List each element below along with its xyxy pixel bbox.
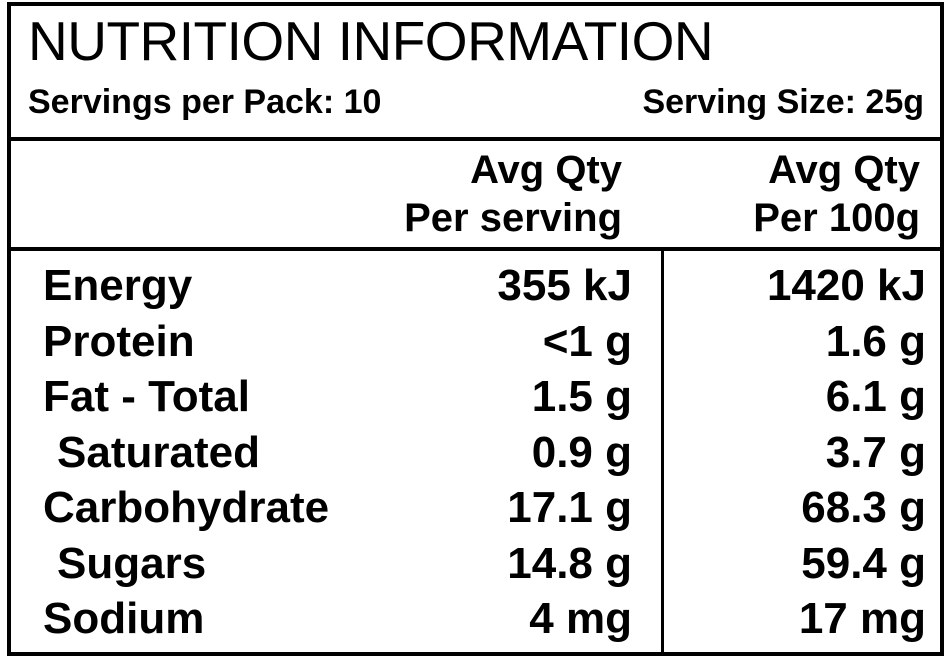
value-per-100g: 59.4 g [801,538,926,588]
divider-top [11,137,940,141]
header-per-serving-line2: Per serving [404,196,622,240]
table-row-carbohydrate: Carbohydrate 17.1 g 68.3 g [11,480,940,536]
column-divider [661,247,664,652]
nutrient-rows: Energy 355 kJ 1420 kJ Protein <1 g 1.6 g… [11,258,940,647]
header-per-serving: Avg Qty Per serving [404,146,622,242]
nutrient-name: Sodium [43,594,205,643]
header-per-100g: Avg Qty Per 100g [753,146,920,242]
nutrient-name: Protein [43,316,195,366]
table-row-sodium: Sodium 4 mg 17 mg [11,591,940,647]
value-per-100g: 3.7 g [825,427,926,477]
value-per-serving: 0.9 g [531,427,632,477]
value-per-100g: 6.1 g [825,372,926,421]
nutrient-name: Saturated [57,427,260,477]
value-per-100g: 68.3 g [801,483,926,532]
nutrient-name: Carbohydrate [43,483,330,532]
value-per-serving: 355 kJ [497,261,632,310]
value-per-serving: <1 g [542,316,632,366]
value-per-100g: 17 mg [798,594,926,643]
value-per-serving: 17.1 g [507,483,632,532]
table-row-fat-total: Fat - Total 1.5 g 6.1 g [11,369,940,425]
serving-size: Serving Size: 25g [642,83,924,121]
table-row-sugars: Sugars 14.8 g 59.4 g [11,536,940,592]
nutrition-panel: NUTRITION INFORMATION Servings per Pack:… [7,2,944,656]
value-per-100g: 1420 kJ [766,261,926,310]
panel-title: NUTRITION INFORMATION [28,10,714,72]
table-row-saturated: Saturated 0.9 g 3.7 g [11,425,940,481]
value-per-serving: 4 mg [529,594,632,643]
header-per-100g-line2: Per 100g [753,196,920,240]
value-per-serving: 14.8 g [507,538,632,588]
nutrient-name: Fat - Total [43,372,250,421]
value-per-100g: 1.6 g [825,316,926,366]
header-per-serving-line1: Avg Qty [470,148,622,192]
divider-header [11,247,940,251]
table-row-energy: Energy 355 kJ 1420 kJ [11,258,940,314]
servings-per-pack: Servings per Pack: 10 [28,83,382,121]
nutrient-name: Energy [43,261,193,310]
value-per-serving: 1.5 g [531,372,632,421]
nutrient-name: Sugars [57,538,207,588]
table-row-protein: Protein <1 g 1.6 g [11,314,940,370]
header-per-100g-line1: Avg Qty [768,148,920,192]
